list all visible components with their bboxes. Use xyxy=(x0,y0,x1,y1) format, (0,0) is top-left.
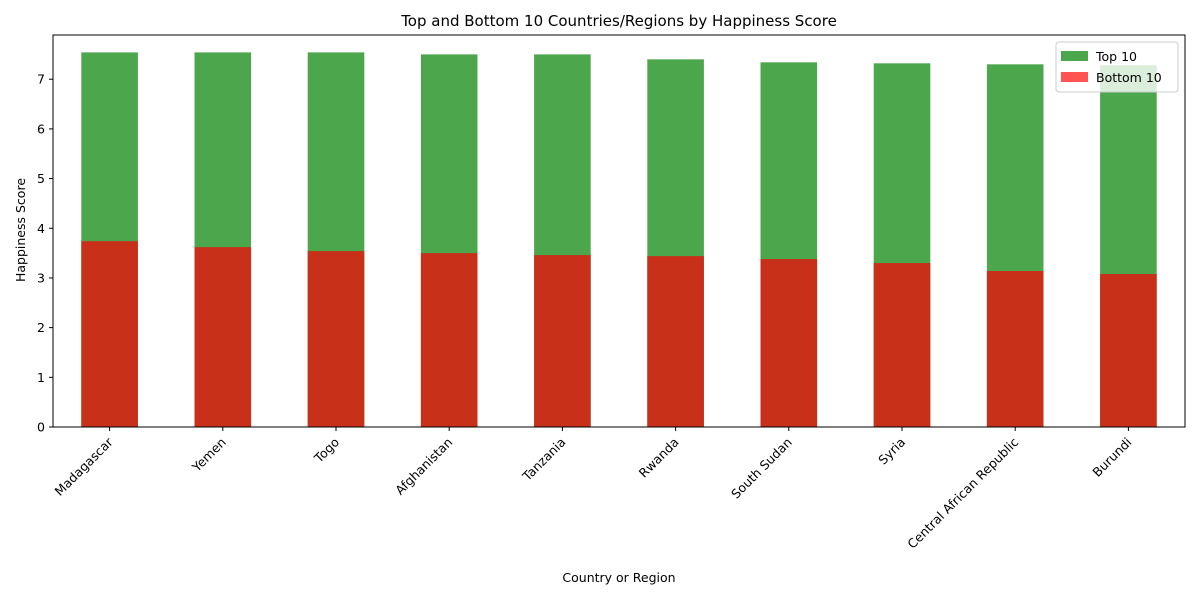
bar-bottom-10 xyxy=(534,255,591,427)
legend-label: Top 10 xyxy=(1095,49,1137,64)
x-tick-label: Tanzania xyxy=(519,435,569,485)
bar-bottom-10 xyxy=(760,259,818,427)
x-tick-label: Central African Republic xyxy=(904,434,1021,551)
x-tick-label: Rwanda xyxy=(636,435,682,481)
axes-frame xyxy=(52,34,1186,428)
bar-bottom-10 xyxy=(194,247,252,427)
y-tick-label: 6 xyxy=(37,121,45,136)
y-tick-label: 1 xyxy=(37,370,45,385)
legend-swatch xyxy=(1061,51,1088,61)
y-tick-label: 4 xyxy=(37,221,45,236)
legend-swatch xyxy=(1061,72,1088,82)
legend: Top 10 Bottom 10 xyxy=(1055,41,1179,93)
y-tick-label: 5 xyxy=(37,171,45,186)
bar-bottom-10 xyxy=(986,270,1044,427)
bar-bottom-10 xyxy=(1100,273,1157,427)
x-tick-label: Madagascar xyxy=(51,434,116,499)
chart-title: Top and Bottom 10 Countries/Regions by H… xyxy=(400,12,837,30)
legend-label: Bottom 10 xyxy=(1096,70,1162,85)
bar-bottom-10 xyxy=(873,263,931,427)
x-tick-label: Togo xyxy=(310,435,342,467)
x-tick-label: Burundi xyxy=(1089,435,1134,480)
y-axis-label: Happiness Score xyxy=(13,178,28,282)
y-tick-label: 2 xyxy=(37,320,45,335)
bar-bottom-10 xyxy=(420,253,478,427)
x-tick-label: Yemen xyxy=(188,435,229,476)
x-tick-label: Syria xyxy=(875,435,908,468)
bar-bottom-10 xyxy=(647,256,704,427)
x-axis-label: Country or Region xyxy=(562,570,675,585)
bar-bottom-10 xyxy=(81,241,138,427)
y-tick-label: 7 xyxy=(37,72,45,87)
bar-bottom-10 xyxy=(307,251,365,427)
x-tick-label: Afghanistan xyxy=(392,435,455,498)
x-tick-label: South Sudan xyxy=(728,435,795,502)
y-tick-label: 3 xyxy=(37,270,45,285)
plot-area: Madagascar Yemen Togo Afghanistan Tanzania Rw… xyxy=(37,34,1186,552)
y-tick-label: 0 xyxy=(37,420,45,435)
